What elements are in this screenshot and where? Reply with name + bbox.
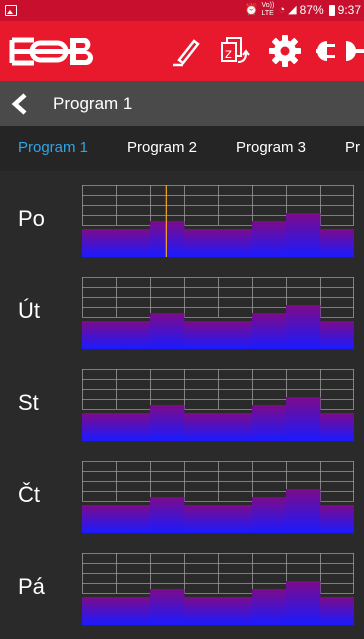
temperature-segment [184,229,219,257]
temperature-segment [184,413,219,441]
toolbar: z [0,21,364,81]
temperature-segment [116,413,151,441]
day-label: Po [18,206,45,231]
back-icon[interactable] [10,93,30,115]
temperature-segment [320,597,354,625]
temperature-segment [150,313,185,349]
signal-icon: ◢ [288,4,297,16]
temperature-segment [320,505,354,533]
alarm-icon: ⏰ [244,4,259,16]
battery-icon [328,4,335,16]
day-chart-pa[interactable] [82,553,354,625]
clock: 9:37 [337,3,361,17]
copy-icon[interactable]: z [218,34,252,68]
edit-icon[interactable] [170,34,204,68]
battery-percent: 87% [299,3,324,17]
page-title: Program 1 [53,94,133,113]
temperature-segment [218,321,253,349]
temperature-segment [286,581,321,625]
subheader: Program 1 [0,81,364,126]
temperature-segment [286,397,321,441]
svg-text:z: z [225,47,232,62]
temperature-segment [218,229,253,257]
program-tabs: Program 1 Program 2 Program 3 Pr [0,126,364,171]
temperature-segment [82,413,117,441]
temperature-segment [116,505,151,533]
tab-program-3[interactable]: Program 3 [236,139,307,156]
day-label: Pá [18,574,45,599]
temperature-segment [218,597,253,625]
day-row-st: St [0,364,364,454]
day-row-ut: Út [0,272,364,362]
temperature-segment [320,229,354,257]
day-chart-ct[interactable] [82,461,354,533]
temperature-segment [286,305,321,349]
volte-icon: Vo)) LTE [261,2,275,17]
temperature-segment [82,229,117,257]
day-label: Út [18,298,40,323]
temperature-segment [286,489,321,533]
gear-icon[interactable] [268,34,302,68]
day-row-po: Po [0,180,364,270]
temperature-segment [150,497,185,533]
wifi-icon: ◔ [278,4,286,16]
temperature-segment [82,321,117,349]
temperature-segment [184,321,219,349]
day-chart-st[interactable] [82,369,354,441]
temperature-segment [116,597,151,625]
temperature-segment [150,589,185,625]
temperature-segment [184,505,219,533]
temperature-segment [252,313,287,349]
status-right: ⏰ Vo)) LTE ◔ ◢ 87% 9:37 [245,2,361,18]
temperature-segment [218,413,253,441]
temperature-segment [150,405,185,441]
image-icon [5,5,17,16]
plug-icon[interactable] [316,34,364,68]
day-chart-ut[interactable] [82,277,354,349]
temperature-segment [116,321,151,349]
logo-icon [9,37,93,66]
tab-program-2[interactable]: Program 2 [127,139,198,156]
day-label: St [18,390,39,415]
day-row-pa: Pá [0,548,364,638]
tab-program-1[interactable]: Program 1 [18,139,89,156]
temperature-segment [286,213,321,257]
temperature-segment [252,221,287,257]
tab-program-4[interactable]: Pr [345,139,360,156]
status-bar: ⏰ Vo)) LTE ◔ ◢ 87% 9:37 [0,0,364,21]
temperature-segment [150,221,185,257]
temperature-segment [82,505,117,533]
day-row-ct: Čt [0,456,364,546]
temperature-segment [116,229,151,257]
temperature-segment [320,321,354,349]
temperature-segment [218,505,253,533]
temperature-segment [184,597,219,625]
temperature-segment [252,497,287,533]
temperature-segment [252,589,287,625]
temperature-segment [82,597,117,625]
day-chart-po[interactable] [82,185,354,257]
temperature-segment [252,405,287,441]
temperature-segment [320,413,354,441]
day-label: Čt [18,482,40,507]
